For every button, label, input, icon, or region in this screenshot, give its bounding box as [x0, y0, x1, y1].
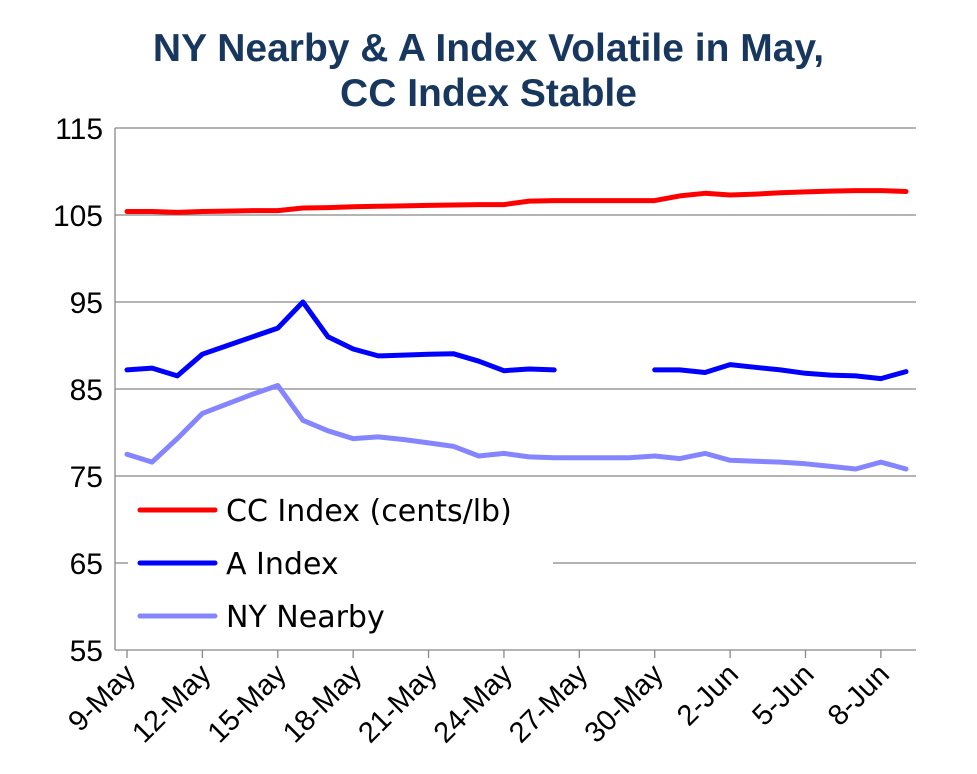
legend-label-1: A Index — [226, 547, 339, 582]
y-tick-label: 75 — [70, 461, 103, 494]
legend-label-2: NY Nearby — [226, 600, 385, 635]
axes — [114, 128, 916, 651]
chart-title-line-2: CC Index Stable — [340, 72, 637, 115]
y-tick-label: 65 — [70, 548, 103, 581]
y-tick-label: 55 — [70, 635, 103, 668]
x-tick-label: 27-May — [503, 658, 594, 749]
series-line-0-segment-0 — [124, 188, 909, 215]
y-tick-label: 85 — [70, 374, 103, 407]
x-tick-label: 2-Jun — [671, 658, 745, 732]
series-line-1-segment-1 — [652, 362, 909, 382]
legend: CC Index (cents/lb) A Index NY Nearby — [137, 494, 512, 635]
series-lines — [124, 188, 909, 472]
y-tick-label: 115 — [55, 113, 103, 146]
x-tick-label: 24-May — [428, 658, 519, 749]
x-tick-label: 18-May — [277, 658, 368, 749]
chart-title-line-1: NY Nearby & A Index Volatile in May, — [152, 27, 825, 70]
x-tick-label: 8-Jun — [822, 658, 896, 732]
chart-title: NY Nearby & A Index Volatile in May, CC … — [0, 26, 977, 116]
y-tick-label: 95 — [70, 287, 103, 320]
x-tick-label: 15-May — [202, 658, 293, 749]
series-line-2-segment-0 — [124, 383, 909, 472]
x-tick-label: 5-Jun — [747, 658, 821, 732]
x-tick-label: 12-May — [126, 658, 217, 749]
x-axis-ticks: 9-May12-May15-May18-May21-May24-May27-Ma… — [62, 650, 896, 749]
series-line-1-segment-0 — [124, 299, 557, 379]
x-tick-label: 21-May — [352, 658, 443, 749]
legend-label-0: CC Index (cents/lb) — [226, 494, 512, 529]
y-axis-ticks: 55 65 75 85 95 105 115 — [53, 113, 103, 668]
x-tick-label: 30-May — [579, 658, 670, 749]
y-tick-label: 105 — [53, 200, 103, 233]
